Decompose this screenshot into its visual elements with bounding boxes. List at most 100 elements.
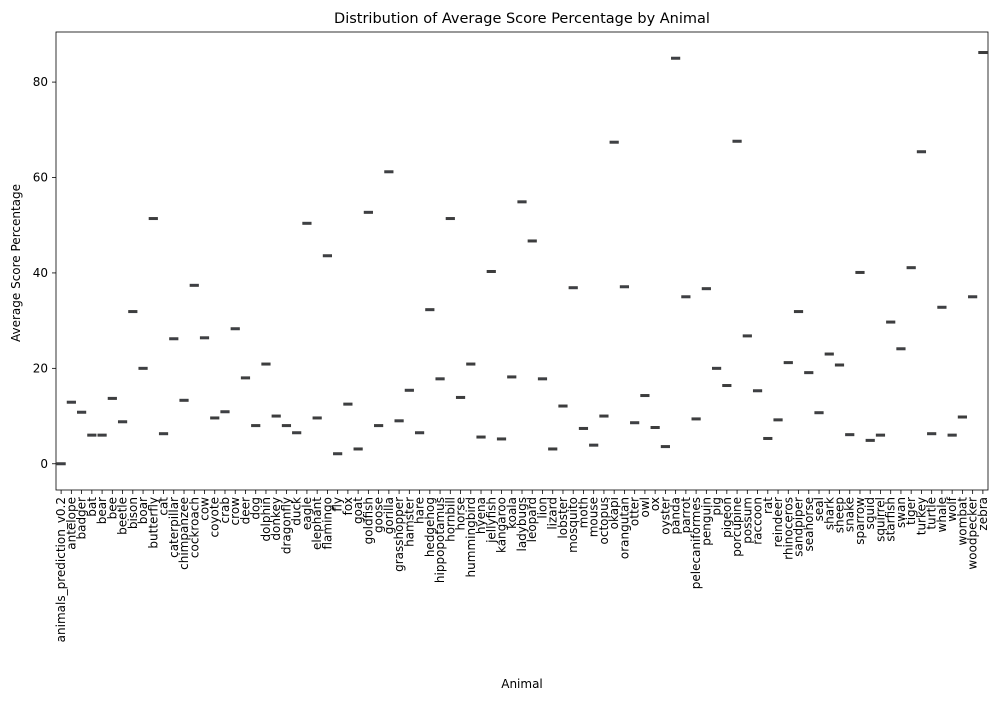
x-tick-label: squid (863, 497, 877, 529)
x-tick-label: mosquito (566, 497, 580, 553)
x-tick-label: seal (812, 497, 826, 521)
x-tick-label: grasshopper (392, 497, 406, 572)
x-tick-label: lizard (546, 497, 560, 530)
x-tick-label: orangutan (617, 497, 631, 559)
x-tick-label: seahorse (802, 497, 816, 552)
x-tick-label: beetle (116, 497, 130, 535)
x-tick-label: cow (198, 497, 212, 521)
x-tick-label: sheep (832, 497, 846, 533)
x-tick-label: ox (648, 497, 662, 511)
x-tick-label: woodpecker (966, 497, 980, 570)
x-tick-label: raccoon (751, 497, 765, 545)
x-tick-label: hedgehog (423, 497, 437, 557)
x-tick-label: chimpanzee (177, 497, 191, 570)
x-tick-label: fox (341, 497, 355, 515)
x-tick-label: otter (628, 497, 642, 526)
y-axis-label: Average Score Percentage (9, 184, 23, 342)
y-tick-label: 0 (40, 457, 48, 471)
x-tick-label: hornbill (443, 497, 457, 542)
x-tick-label: bear (95, 497, 109, 524)
x-tick-label: panda (669, 497, 683, 535)
x-tick-label: boar (136, 497, 150, 524)
x-tick-label: eagle (300, 497, 314, 530)
x-tick-label: rhinoceros (781, 497, 795, 560)
x-tick-label: horse (454, 497, 468, 531)
x-tick-label: cat (157, 497, 171, 516)
x-tick-label: koala (505, 497, 519, 529)
x-tick-label: swan (894, 497, 908, 528)
x-tick-label: starfish (884, 497, 898, 542)
x-tick-label: badger (75, 497, 89, 540)
x-tick-label: antelope (64, 497, 78, 550)
x-tick-label: moth (576, 497, 590, 528)
x-tick-label: ladybugs (515, 497, 529, 552)
x-tick-label: coyote (208, 497, 222, 537)
x-tick-label: wombat (955, 497, 969, 546)
x-tick-label: pigeon (720, 497, 734, 538)
x-tick-label: jellyfish (484, 497, 498, 544)
x-tick-label: goose (372, 497, 386, 533)
x-tick-label: hyena (474, 497, 488, 534)
x-tick-label: shark (822, 497, 836, 530)
x-tick-label: turkey (914, 497, 928, 535)
y-tick-label: 40 (33, 266, 48, 280)
x-tick-label: pelecaniformes (689, 497, 703, 589)
x-tick-label: penguin (699, 497, 713, 546)
x-tick-label: parrot (679, 497, 693, 534)
x-tick-label: sparrow (853, 497, 867, 545)
x-tick-label: duck (290, 497, 304, 526)
x-tick-label: squirrel (873, 497, 887, 542)
x-tick-label: oyster (658, 497, 672, 535)
x-tick-label: caterpillar (167, 497, 181, 558)
x-tick-label: dolphin (259, 497, 273, 541)
x-tick-label: goat (351, 497, 365, 524)
x-tick-label: mouse (587, 497, 601, 537)
x-tick-label: hummingbird (464, 497, 478, 577)
x-tick-label: crab (218, 497, 232, 524)
y-tick-label: 60 (33, 171, 48, 185)
x-tick-label: bat (85, 497, 99, 517)
x-tick-label: leopard (525, 497, 539, 542)
x-tick-label: fly (331, 497, 345, 512)
x-tick-label: animals_prediction_v0.2 (54, 497, 68, 642)
x-tick-label: elephant (310, 497, 324, 550)
x-tick-label: bison (126, 497, 140, 529)
x-tick-label: snake (843, 497, 857, 532)
x-tick-label: turtle (925, 497, 939, 530)
x-tick-label: reindeer (771, 497, 785, 547)
x-tick-label: dragonfly (279, 497, 293, 554)
x-tick-label: crow (228, 497, 242, 526)
x-tick-label: sandpiper (792, 497, 806, 557)
chart-title: Distribution of Average Score Percentage… (334, 11, 710, 27)
y-tick-label: 80 (33, 75, 48, 89)
y-tick-label: 20 (33, 361, 48, 375)
x-tick-label: flamingo (320, 497, 334, 550)
x-tick-label: possum (740, 497, 754, 544)
y-axis-ticks: 0 20 40 60 80 (33, 75, 56, 471)
x-tick-label: whale (935, 497, 949, 533)
plot-area (55, 31, 989, 491)
x-tick-label: lobster (556, 497, 570, 539)
x-tick-label: wolf (945, 496, 959, 521)
x-tick-label: hamster (402, 497, 416, 547)
x-tick-label: cockroach (187, 497, 201, 558)
x-tick-label: gorilla (382, 497, 396, 534)
x-tick-label: dog (249, 497, 263, 520)
plot-frame (55, 31, 989, 491)
x-tick-label: bee (105, 497, 119, 519)
x-tick-label: deer (238, 497, 252, 524)
x-tick-label: pig (710, 497, 724, 516)
x-tick-label: porcupine (730, 497, 744, 557)
x-tick-label: octopus (597, 497, 611, 544)
x-tick-label: rat (761, 497, 775, 514)
x-tick-label: hare (413, 497, 427, 524)
x-tick-label: hippopotamus (433, 497, 447, 583)
x-tick-label: tiger (904, 497, 918, 525)
x-tick-label: owl (638, 497, 652, 518)
x-tick-label: okapi (607, 497, 621, 529)
x-axis-label: Animal (501, 677, 543, 691)
x-axis-ticks: animals_prediction_v0.2antelopebadgerbat… (54, 490, 990, 642)
x-tick-label: lion (535, 497, 549, 519)
